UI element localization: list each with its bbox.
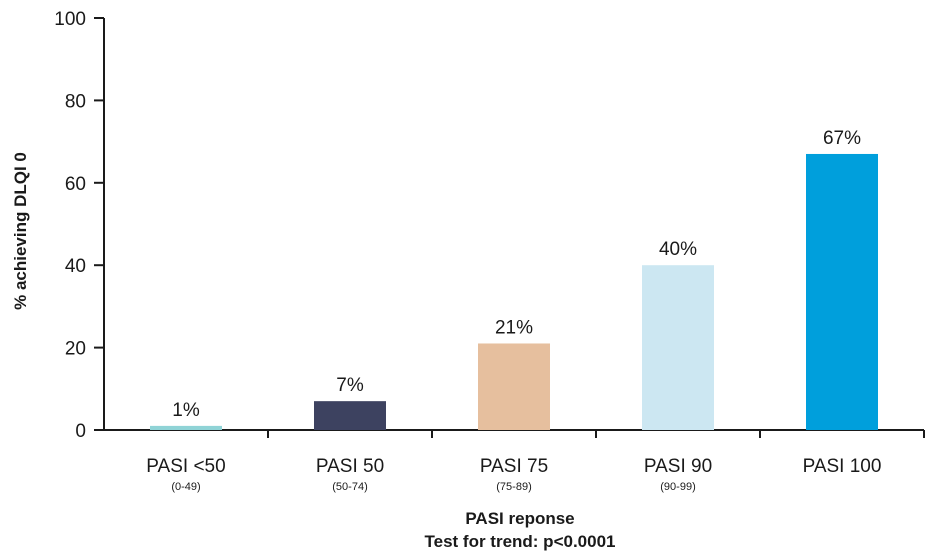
bar: [314, 401, 386, 430]
bar-value-label: 7%: [336, 375, 364, 396]
bar-value-label: 67%: [823, 128, 861, 149]
category-labels: PASI <50 (0-49) PASI 50 (50-74) PASI 75 (75-8…: [146, 456, 881, 493]
category-range-label: (90-99): [660, 481, 695, 493]
y-axis-title: % achieving DLQI 0: [11, 152, 30, 310]
bar: [150, 425, 222, 430]
y-tick-label: 100: [54, 9, 86, 30]
category-label: PASI 90: [644, 456, 712, 477]
y-tick-label: 20: [65, 339, 86, 360]
category-label: PASI <50: [146, 456, 225, 477]
bar-value-label: 1%: [172, 400, 200, 421]
category-label: PASI 100: [803, 456, 882, 477]
bars: 1% 7% 21% 40% 67%: [150, 128, 878, 430]
trend-test-note: Test for trend: p<0.0001: [425, 532, 616, 551]
y-tick-label: 0: [75, 421, 86, 442]
bar: [478, 343, 550, 430]
y-tick-label: 60: [65, 174, 86, 195]
category-label: PASI 50: [316, 456, 384, 477]
bar: [806, 153, 878, 430]
y-tick-label: 40: [65, 256, 86, 277]
category-range-label: (50-74): [332, 481, 367, 493]
category-label: PASI 75: [480, 456, 548, 477]
category-range-label: (0-49): [171, 481, 200, 493]
x-axis: [104, 429, 925, 438]
bar-value-label: 40%: [659, 239, 697, 260]
y-axis: 0 20 40 60 80 100: [54, 9, 105, 442]
y-tick-label: 80: [65, 91, 86, 112]
bar: [642, 265, 714, 430]
category-range-label: (75-89): [496, 481, 531, 493]
bar-value-label: 21%: [495, 317, 533, 338]
x-axis-title: PASI reponse: [465, 509, 574, 528]
